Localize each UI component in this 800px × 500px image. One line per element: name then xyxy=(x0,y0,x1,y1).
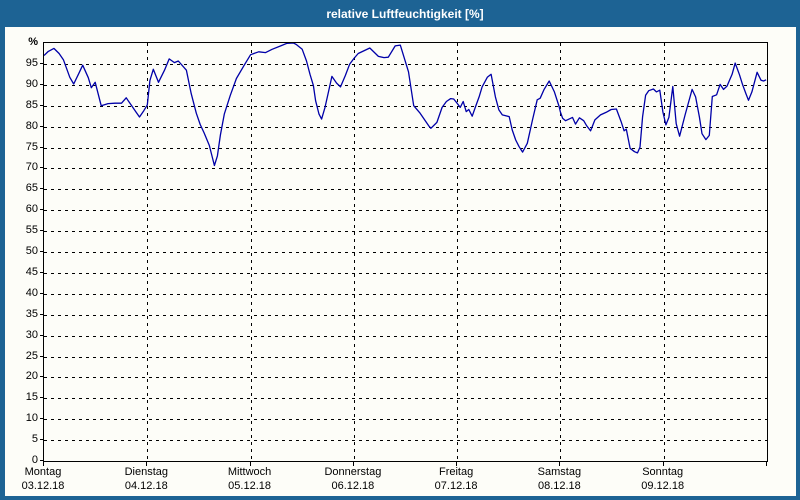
y-tick-label-30: 30 xyxy=(25,328,38,341)
y-tick-label-90: 90 xyxy=(25,77,38,90)
title-bar: relative Luftfeuchtigkeit [%] xyxy=(5,0,796,27)
y-tick-0 xyxy=(40,460,44,461)
y-tick-65 xyxy=(40,188,44,190)
x-label-day-4: Freitag xyxy=(438,466,474,478)
gridline-h-65 xyxy=(44,189,767,191)
y-tick-label-80: 80 xyxy=(25,119,38,132)
gridline-v-day-2 xyxy=(250,43,252,461)
humidity-line xyxy=(44,43,767,167)
y-tick-90 xyxy=(40,83,44,85)
gridline-h-25 xyxy=(44,356,767,358)
y-tick-label-95: 95 xyxy=(25,56,38,69)
gridline-h-95 xyxy=(44,63,767,65)
y-tick-label-25: 25 xyxy=(25,349,38,362)
x-label-date-4: 07.12.18 xyxy=(434,480,478,492)
gridline-h-15 xyxy=(44,398,767,400)
y-tick-50 xyxy=(40,251,44,252)
x-label-day-0: Montag xyxy=(24,466,62,478)
y-tick-35 xyxy=(40,313,44,315)
y-tick-30 xyxy=(40,334,44,336)
chart-content: % 95 90 85 80 75 70 65 60 55 50 45 40 35 30 25 20 15 10 5 0… xyxy=(10,27,792,492)
gridline-v-day-5 xyxy=(560,43,562,461)
x-label-day-2: Mittwoch xyxy=(227,466,272,478)
gridline-h-90 xyxy=(44,84,767,86)
y-tick-70 xyxy=(40,167,44,169)
y-tick-20 xyxy=(40,376,44,378)
gridline-h-60 xyxy=(44,210,767,212)
y-tick-label-20: 20 xyxy=(25,370,38,383)
y-tick-label-55: 55 xyxy=(25,224,38,237)
x-tick-day-2 xyxy=(249,461,251,466)
gridline-h-45 xyxy=(44,272,767,274)
y-tick-60 xyxy=(40,209,44,211)
gridline-h-20 xyxy=(44,377,767,379)
chart-title: relative Luftfeuchtigkeit [%] xyxy=(326,6,484,21)
y-tick-label-10: 10 xyxy=(25,412,38,425)
y-tick-5 xyxy=(40,439,44,441)
x-label-day-3: Donnerstag xyxy=(324,466,382,478)
x-tick-day-0 xyxy=(43,461,44,466)
y-tick-85 xyxy=(40,104,44,106)
x-label-date-6: 09.12.18 xyxy=(641,480,685,492)
plot-area xyxy=(43,42,768,462)
gridline-h-50 xyxy=(44,252,767,253)
y-tick-label-75: 75 xyxy=(25,140,38,153)
x-tick-day-4 xyxy=(456,461,458,466)
y-tick-label-5: 5 xyxy=(31,433,38,446)
x-label-date-2: 05.12.18 xyxy=(228,480,271,492)
y-tick-80 xyxy=(40,125,44,127)
y-tick-label-35: 35 xyxy=(25,307,38,320)
gridline-v-day-4 xyxy=(457,43,459,461)
y-tick-45 xyxy=(40,271,44,273)
y-tick-40 xyxy=(40,292,44,294)
x-tick-day-1 xyxy=(146,461,148,466)
y-tick-label-65: 65 xyxy=(25,182,38,195)
gridline-h-30 xyxy=(44,335,767,337)
y-tick-15 xyxy=(40,397,44,399)
y-tick-55 xyxy=(40,230,44,232)
gridline-h-10 xyxy=(44,419,767,421)
x-label-day-6: Sonntag xyxy=(642,466,684,478)
x-label-day-5: Samstag xyxy=(537,466,582,478)
y-tick-label-70: 70 xyxy=(25,161,38,174)
y-tick-10 xyxy=(40,418,44,420)
gridline-h-80 xyxy=(44,126,767,128)
x-tick-end xyxy=(766,461,767,466)
y-tick-95 xyxy=(40,62,44,64)
gridline-h-35 xyxy=(44,314,767,316)
y-tick-25 xyxy=(40,355,44,357)
gridline-h-5 xyxy=(44,440,767,442)
gridline-h-75 xyxy=(44,147,767,149)
gridline-v-day-3 xyxy=(353,43,355,461)
gridline-h-70 xyxy=(44,168,767,170)
x-label-date-0: 03.12.18 xyxy=(21,480,65,492)
gridline-h-85 xyxy=(44,105,767,107)
x-label-date-3: 06.12.18 xyxy=(331,480,375,492)
gridline-v-day-1 xyxy=(147,43,149,461)
y-tick-label-60: 60 xyxy=(25,203,38,216)
x-label-day-1: Dienstag xyxy=(124,466,168,478)
x-tick-day-3 xyxy=(352,461,354,466)
y-tick-label-40: 40 xyxy=(25,286,38,299)
y-tick-75 xyxy=(40,146,44,148)
x-tick-day-6 xyxy=(662,461,664,466)
gridline-v-day-6 xyxy=(663,43,665,461)
gridline-h-40 xyxy=(44,293,767,295)
x-label-date-5: 08.12.18 xyxy=(537,480,581,492)
y-tick-label-50: 50 xyxy=(25,245,38,257)
gridline-h-55 xyxy=(44,231,767,233)
y-axis-unit-label: % xyxy=(28,36,38,48)
x-label-date-1: 04.12.18 xyxy=(124,480,168,492)
humidity-line-svg xyxy=(44,43,767,167)
y-tick-label-45: 45 xyxy=(25,265,38,278)
y-tick-label-0: 0 xyxy=(31,454,38,466)
y-tick-label-85: 85 xyxy=(25,98,38,111)
x-tick-day-5 xyxy=(559,461,561,466)
y-tick-label-15: 15 xyxy=(25,391,38,404)
